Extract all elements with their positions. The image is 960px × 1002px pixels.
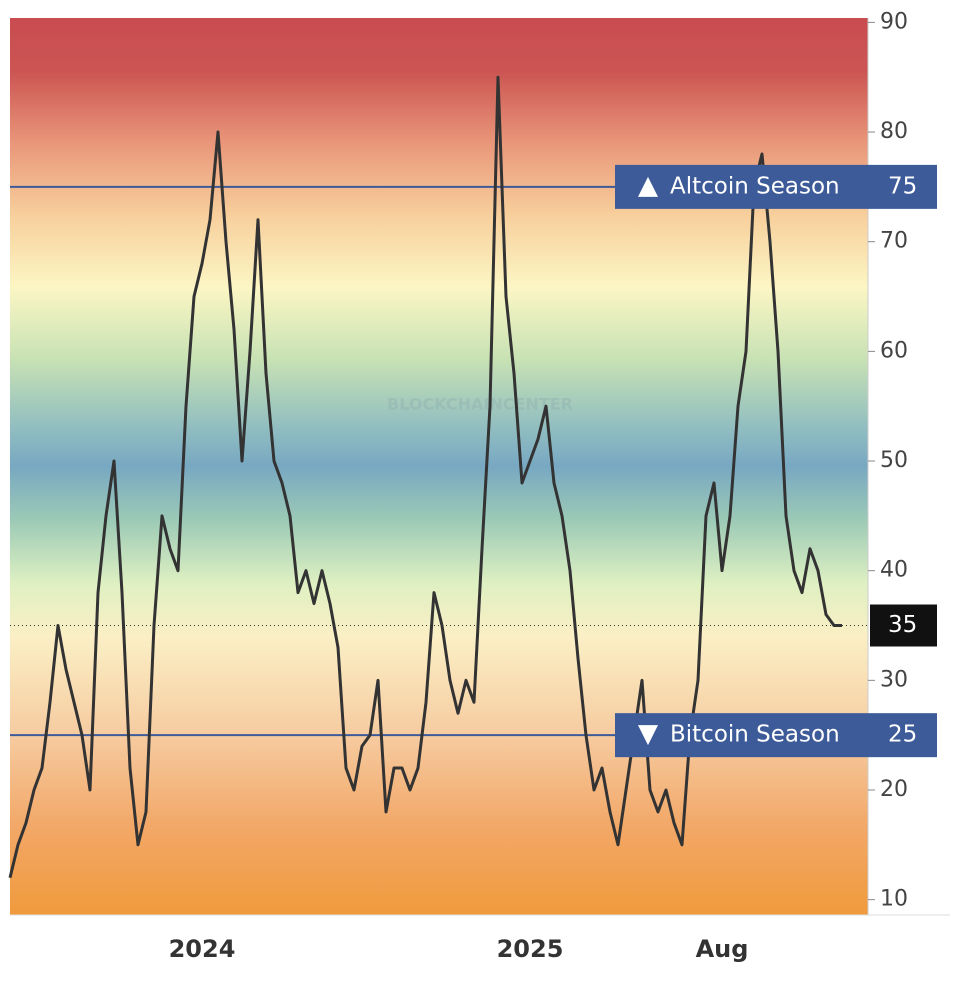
y-tick-label: 40	[880, 558, 908, 583]
current-value-label: 35	[888, 612, 917, 638]
threshold-box	[615, 713, 937, 758]
x-tick-label: 2024	[169, 935, 236, 963]
y-tick-label: 20	[880, 777, 908, 802]
y-tick-label: 70	[880, 229, 908, 254]
x-tick-label: 2025	[497, 935, 564, 963]
y-tick-label: 90	[880, 9, 908, 34]
plot-background	[10, 18, 868, 915]
current-value-box	[870, 604, 937, 647]
threshold-value: 25	[888, 722, 917, 748]
x-tick-label: Aug	[696, 935, 749, 963]
threshold-label: Bitcoin Season	[670, 722, 840, 748]
threshold-label: Altcoin Season	[670, 173, 840, 199]
y-tick-label: 80	[880, 119, 908, 144]
y-tick-label: 30	[880, 667, 908, 692]
y-tick-label: 50	[880, 448, 908, 473]
threshold-arrow	[638, 176, 658, 197]
threshold-box	[615, 164, 937, 209]
y-tick-label: 10	[880, 887, 908, 912]
watermark: BLOCKCHAINCENTER	[387, 395, 573, 414]
threshold-arrow	[638, 725, 658, 746]
index-line	[8, 75, 842, 879]
threshold-value: 75	[888, 173, 917, 199]
y-tick-label: 60	[880, 338, 908, 363]
